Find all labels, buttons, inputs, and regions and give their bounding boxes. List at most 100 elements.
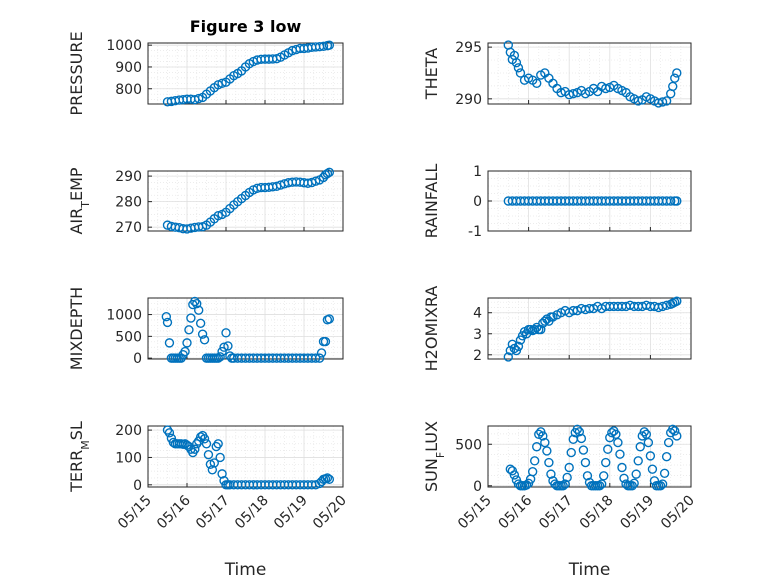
data-point [603, 444, 613, 454]
data-point [572, 424, 583, 435]
data-point [580, 457, 591, 468]
chart-title: Figure 3 low [190, 17, 302, 36]
y-tick-label: 295 [455, 40, 482, 56]
data-point [192, 298, 202, 309]
data-point [527, 466, 538, 477]
data-point [657, 97, 668, 107]
data-point [657, 479, 668, 489]
data-point [666, 196, 676, 206]
data-point [611, 429, 621, 439]
subplot-7: 0 100 200 TERRMSL 05/15 05/16 05/17 05/18 05/19 0… [67, 421, 350, 580]
y-tick-label: 290 [115, 169, 142, 185]
y-tick-label: 200 [115, 423, 142, 439]
data-point [316, 348, 327, 358]
y-tick-label: 0 [473, 479, 482, 495]
data-point [199, 434, 210, 444]
data-point [601, 457, 611, 468]
data-point [164, 428, 175, 438]
y-tick-label: 1000 [106, 38, 142, 54]
data-point [322, 473, 333, 483]
y-tick-label: 1 [473, 164, 482, 180]
y-tick-label: 0 [473, 194, 482, 210]
data-point [668, 81, 678, 92]
data-point [209, 458, 220, 468]
data-point [532, 78, 542, 89]
x-axis-label: Time [568, 560, 611, 580]
y-tick-label: 1000 [106, 308, 142, 324]
axes-box [147, 170, 344, 232]
data-point [672, 196, 682, 206]
y-axis-label: PRESSURE [67, 31, 86, 115]
subplot-1: 800 900 1000 PRESSURE Figure 3 low [67, 17, 344, 116]
subplot-2: 290 295 THETA [422, 40, 692, 108]
data-point [184, 325, 194, 335]
data-point [659, 468, 670, 479]
data-point [193, 305, 204, 315]
x-axis-label: Time [224, 560, 267, 580]
data-point [670, 73, 680, 83]
data-point [193, 93, 204, 104]
data-point [529, 324, 540, 335]
data-point [568, 88, 578, 99]
x-tick-label: 05/20 [310, 493, 350, 533]
data-point [201, 439, 212, 449]
data-point [203, 450, 214, 460]
data-point [635, 442, 645, 452]
x-tick-label: 05/19 [271, 493, 311, 533]
data-point [324, 167, 335, 177]
data-point [311, 176, 321, 186]
data-point [661, 300, 672, 311]
y-tick-label: 280 [115, 195, 142, 211]
data-point [217, 346, 227, 357]
data-point [322, 168, 333, 179]
data-point [542, 446, 552, 456]
data-point [529, 456, 540, 466]
data-point [574, 427, 585, 437]
data-point [207, 465, 218, 475]
y-axis-label: RAINFALL [422, 164, 441, 239]
x-tick-label: 05/20 [658, 493, 698, 533]
data-point [213, 439, 223, 449]
data-point [509, 470, 520, 480]
x-tick-label: 05/15 [455, 493, 495, 533]
data-point [647, 464, 658, 474]
data-point [639, 427, 650, 437]
data-point [670, 426, 680, 436]
data-point [318, 41, 329, 51]
data-point [161, 312, 172, 322]
y-tick-label: 900 [115, 60, 142, 76]
y-axis-label: H2OMIXRA [422, 286, 441, 372]
y-tick-label: 0 [133, 351, 142, 367]
data-point [162, 317, 173, 328]
y-tick-label: 270 [115, 220, 142, 236]
data-point [661, 96, 672, 106]
y-axis-label: TERRMSL [67, 421, 92, 493]
data-point [190, 444, 200, 454]
subplot-8: 0 500 SUNFLUX 05/15 05/16 05/17 05/18 05/19 05/2… [422, 421, 698, 580]
data-point [655, 481, 666, 491]
data-point [560, 479, 570, 489]
y-tick-label: 2 [473, 348, 482, 364]
data-point [599, 471, 609, 481]
data-point [190, 296, 200, 307]
data-point [215, 452, 225, 463]
data-point [532, 442, 542, 452]
data-point [538, 431, 548, 441]
y-tick-label: 4 [473, 306, 482, 322]
data-point [223, 341, 233, 351]
data-point [515, 68, 526, 78]
data-point [544, 73, 554, 83]
data-point [311, 353, 321, 363]
y-tick-label: 0 [133, 478, 142, 494]
y-tick-label: 500 [115, 329, 142, 345]
data-point [613, 437, 623, 448]
x-tick-label: 05/18 [232, 493, 272, 533]
data-point [596, 479, 607, 489]
data-point [643, 437, 654, 448]
y-tick-label: -1 [468, 224, 482, 240]
data-point [645, 451, 656, 461]
data-point [324, 474, 335, 485]
data-point [617, 462, 627, 473]
data-point [629, 478, 639, 488]
